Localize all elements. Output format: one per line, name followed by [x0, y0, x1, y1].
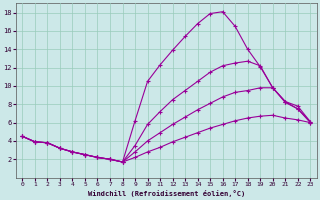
X-axis label: Windchill (Refroidissement éolien,°C): Windchill (Refroidissement éolien,°C): [88, 190, 245, 197]
